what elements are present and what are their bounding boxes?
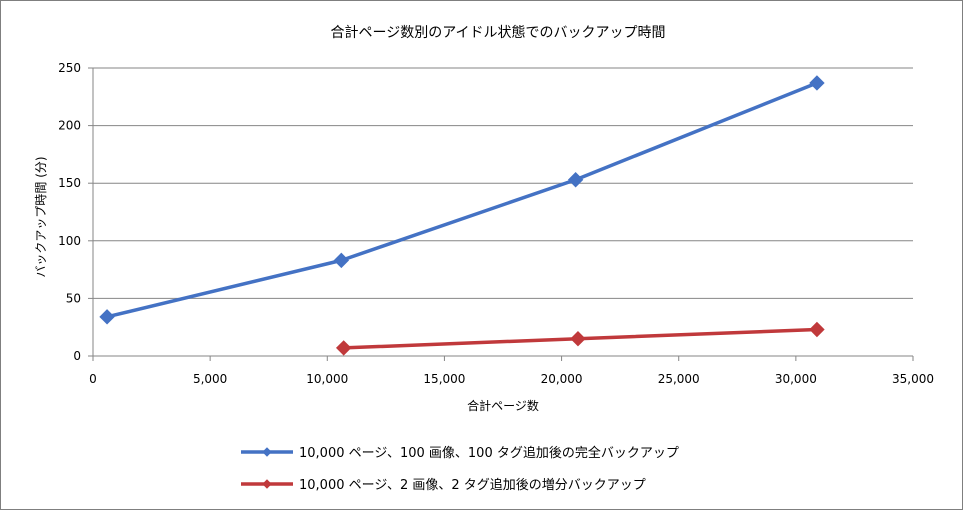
gridlines xyxy=(93,67,913,299)
legend-marker xyxy=(262,447,272,457)
y-tick-label: 50 xyxy=(66,291,81,305)
series-2 xyxy=(335,321,825,356)
series-line xyxy=(106,81,818,319)
y-tick-label: 250 xyxy=(58,61,81,75)
y-axis-label: バックアップ時間 (分) xyxy=(34,156,48,277)
x-tick-label: 25,000 xyxy=(658,372,700,386)
data-point xyxy=(570,331,586,347)
x-tick-label: 10,000 xyxy=(306,372,348,386)
data-point xyxy=(333,252,350,269)
data-point xyxy=(809,75,825,91)
y-tick-label: 150 xyxy=(58,176,81,190)
data-point xyxy=(335,340,352,356)
y-tick-label: 200 xyxy=(58,119,81,133)
data-point xyxy=(99,309,115,325)
y-tick-label: 100 xyxy=(58,234,81,248)
legend-item-1: 10,000 ページ、100 画像、100 タグ追加後の完全バックアップ xyxy=(241,445,679,461)
legend-marker xyxy=(262,479,272,489)
legend: 10,000 ページ、100 画像、100 タグ追加後の完全バックアップ 10,0… xyxy=(241,445,679,493)
y-tick-labels: 0 50 100 150 200 250 xyxy=(58,61,81,363)
legend-label: 10,000 ページ、100 画像、100 タグ追加後の完全バックアップ xyxy=(299,445,679,461)
x-tick-label: 0 xyxy=(89,372,97,386)
series-1 xyxy=(99,75,825,325)
y-tick-label: 0 xyxy=(73,349,81,363)
x-tick-label: 5,000 xyxy=(193,372,227,386)
legend-item-2: 10,000 ページ、2 画像、2 タグ追加後の増分バックアップ xyxy=(241,477,646,493)
legend-label: 10,000 ページ、2 画像、2 タグ追加後の増分バックアップ xyxy=(299,477,646,493)
data-point xyxy=(567,172,584,188)
data-point xyxy=(809,321,825,338)
x-tick-label: 30,000 xyxy=(775,372,817,386)
axes xyxy=(88,67,914,361)
x-tick-label: 15,000 xyxy=(423,372,465,386)
chart-title: 合計ページ数別のアイドル状態でのバックアップ時間 xyxy=(330,25,665,41)
x-tick-label: 35,000 xyxy=(892,372,934,386)
x-axis-label: 合計ページ数 xyxy=(467,398,539,413)
x-tick-label: 20,000 xyxy=(541,372,583,386)
x-tick-labels: 0 5,000 10,000 15,000 20,000 25,000 30,000 35,0… xyxy=(89,372,934,386)
series-layer xyxy=(99,75,825,356)
